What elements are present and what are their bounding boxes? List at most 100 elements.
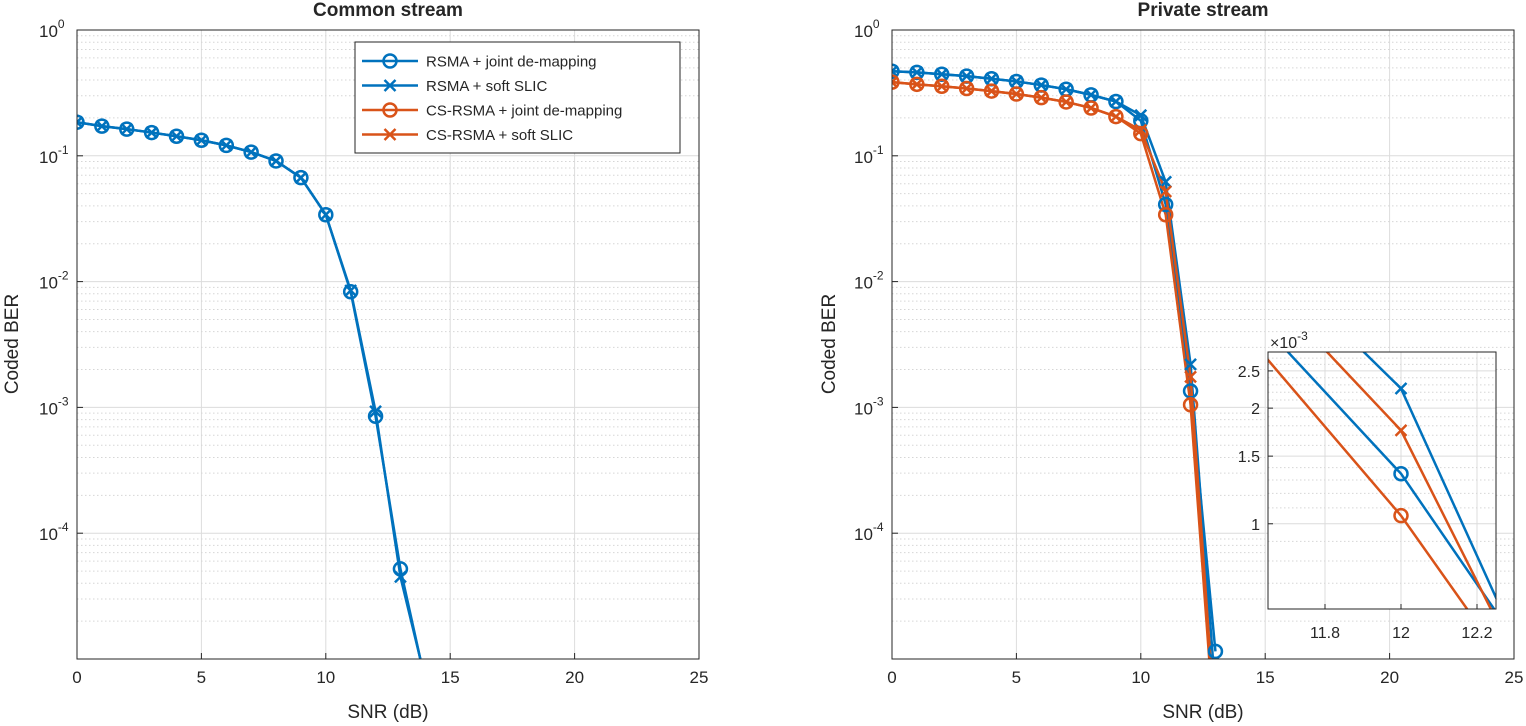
y-axis-label: Coded BER [2, 294, 23, 394]
x-tick-label: 10 [316, 668, 335, 687]
data-point-cs-rsma-joint-de-mapping [1058, 94, 1074, 110]
data-point-rsma-joint-de-mapping [892, 63, 900, 79]
data-point-cs-rsma-joint-de-mapping [909, 76, 925, 93]
inset-data-point-cs-rsma-soft-slic [1394, 424, 1408, 437]
x-tick-label: 0 [887, 668, 896, 687]
inset-series-line-cs-rsma-joint-de-mapping [1268, 358, 1469, 609]
data-point-cs-rsma-soft-slic [960, 82, 974, 95]
y-tick-label: 10-3 [39, 394, 69, 418]
inset-data-point-cs-rsma-joint-de-mapping [1393, 507, 1409, 524]
data-point-cs-rsma-soft-slic [935, 79, 949, 93]
data-point-rsma-soft-slic [892, 64, 899, 78]
data-point-rsma-joint-de-mapping [168, 128, 185, 145]
data-point-rsma-soft-slic [1059, 82, 1073, 96]
x-tick-label: 25 [1505, 668, 1524, 687]
data-point-rsma-soft-slic [95, 119, 109, 133]
data-point-rsma-soft-slic [145, 126, 159, 139]
data-point-cs-rsma-soft-slic [985, 84, 998, 98]
y-tick-label: 10-1 [854, 143, 884, 167]
data-point-rsma-soft-slic [244, 145, 258, 159]
inset-data-point-rsma-joint-de-mapping [1393, 465, 1409, 482]
data-point-rsma-joint-de-mapping [143, 124, 160, 141]
data-point-rsma-soft-slic [1184, 357, 1197, 371]
data-point-rsma-soft-slic [910, 66, 924, 79]
data-point-cs-rsma-joint-de-mapping [983, 83, 1000, 99]
data-point-rsma-joint-de-mapping [1157, 196, 1174, 213]
data-point-rsma-joint-de-mapping [1207, 643, 1224, 659]
x-tick-label: 0 [72, 668, 81, 687]
inset-exponent-label: ×10-3 [1270, 329, 1308, 352]
data-point-cs-rsma-joint-de-mapping [1157, 206, 1174, 223]
x-axis-label: SNR (dB) [1162, 702, 1243, 723]
data-point-rsma-soft-slic [269, 154, 283, 168]
x-tick-label: 20 [565, 668, 584, 687]
inset-y-tick-label: 1.5 [1238, 449, 1260, 466]
inset-x-tick-label: 12 [1392, 625, 1410, 642]
data-point-cs-rsma-soft-slic [1010, 87, 1023, 101]
y-tick-label: 100 [39, 17, 65, 41]
y-tick-label: 100 [854, 17, 880, 41]
data-point-rsma-soft-slic [960, 69, 974, 83]
x-tick-label: 25 [690, 668, 709, 687]
x-tick-label: 5 [1012, 668, 1021, 687]
data-point-rsma-soft-slic [1109, 95, 1123, 108]
data-point-rsma-joint-de-mapping [77, 114, 85, 130]
data-point-rsma-soft-slic [1034, 78, 1048, 92]
data-point-rsma-joint-de-mapping [293, 169, 309, 186]
data-point-cs-rsma-soft-slic [910, 77, 924, 91]
common-stream-panel: 0 5 10 15 20 25 100 10-1 10-2 10-3 10-4 Common str… [2, 0, 708, 723]
inset-y-tick-label: 1 [1251, 517, 1260, 534]
data-point-cs-rsma-joint-de-mapping [958, 80, 975, 97]
inset-x-tick-label: 11.8 [1310, 625, 1340, 642]
x-axis-label: SNR (dB) [347, 702, 428, 723]
data-point-rsma-soft-slic [985, 72, 998, 86]
data-point-cs-rsma-joint-de-mapping [892, 74, 900, 90]
private-stream-panel: 0 5 10 15 20 25 100 10-1 10-2 10-3 10-4 Private st… [819, 0, 1523, 723]
data-point-cs-rsma-soft-slic [892, 75, 899, 89]
data-point-rsma-soft-slic [219, 139, 233, 152]
legend-label: RSMA + soft SLIC [426, 78, 547, 95]
data-point-rsma-joint-de-mapping [342, 284, 359, 300]
data-point-rsma-soft-slic [195, 133, 208, 147]
x-tick-label: 20 [1380, 668, 1399, 687]
data-point-rsma-soft-slic [935, 67, 949, 81]
data-point-rsma-soft-slic [1159, 175, 1173, 189]
data-point-rsma-soft-slic [1084, 88, 1098, 102]
inset-data-point-rsma-soft-slic [1394, 382, 1408, 395]
data-point-rsma-joint-de-mapping [243, 144, 259, 160]
data-point-cs-rsma-joint-de-mapping [1108, 108, 1124, 125]
data-point-rsma-soft-slic [77, 115, 84, 129]
legend-label: CS-RSMA + joint de-mapping [426, 103, 622, 120]
y-tick-label: 10-3 [854, 394, 884, 418]
data-point-rsma-soft-slic [319, 208, 333, 222]
data-point-cs-rsma-soft-slic [1134, 123, 1148, 137]
data-point-cs-rsma-soft-slic [1184, 370, 1197, 384]
data-point-rsma-soft-slic [170, 129, 183, 143]
data-point-rsma-soft-slic [294, 171, 308, 185]
data-point-rsma-joint-de-mapping [218, 137, 235, 154]
data-point-cs-rsma-soft-slic [1034, 91, 1048, 105]
x-tick-label: 15 [1256, 668, 1275, 687]
data-point-rsma-joint-de-mapping [1108, 93, 1124, 110]
data-point-rsma-soft-slic [344, 284, 358, 297]
data-point-cs-rsma-joint-de-mapping [1008, 86, 1025, 102]
y-tick-label: 10-1 [39, 143, 69, 167]
y-tick-label: 10-2 [39, 269, 69, 293]
data-point-cs-rsma-joint-de-mapping [1133, 125, 1149, 142]
data-point-cs-rsma-joint-de-mapping [1083, 100, 1099, 116]
data-point-rsma-joint-de-mapping [119, 121, 135, 137]
y-tick-label: 10-4 [854, 520, 884, 544]
data-point-rsma-soft-slic [369, 404, 382, 418]
data-point-cs-rsma-soft-slic [1059, 95, 1073, 109]
data-point-rsma-soft-slic [1134, 108, 1148, 122]
data-point-cs-rsma-soft-slic [1109, 110, 1123, 123]
data-point-rsma-joint-de-mapping [318, 206, 334, 223]
data-point-cs-rsma-joint-de-mapping [1033, 89, 1050, 106]
legend-marker-cs-rsma-soft-slic [383, 128, 397, 141]
y-tick-label: 10-4 [39, 520, 69, 544]
data-point-cs-rsma-joint-de-mapping [1182, 396, 1199, 413]
series-line-cs-rsma-soft-slic [892, 80, 1212, 659]
legend-marker-cs-rsma-joint-de-mapping [382, 102, 398, 118]
data-point-rsma-soft-slic [1010, 75, 1023, 88]
